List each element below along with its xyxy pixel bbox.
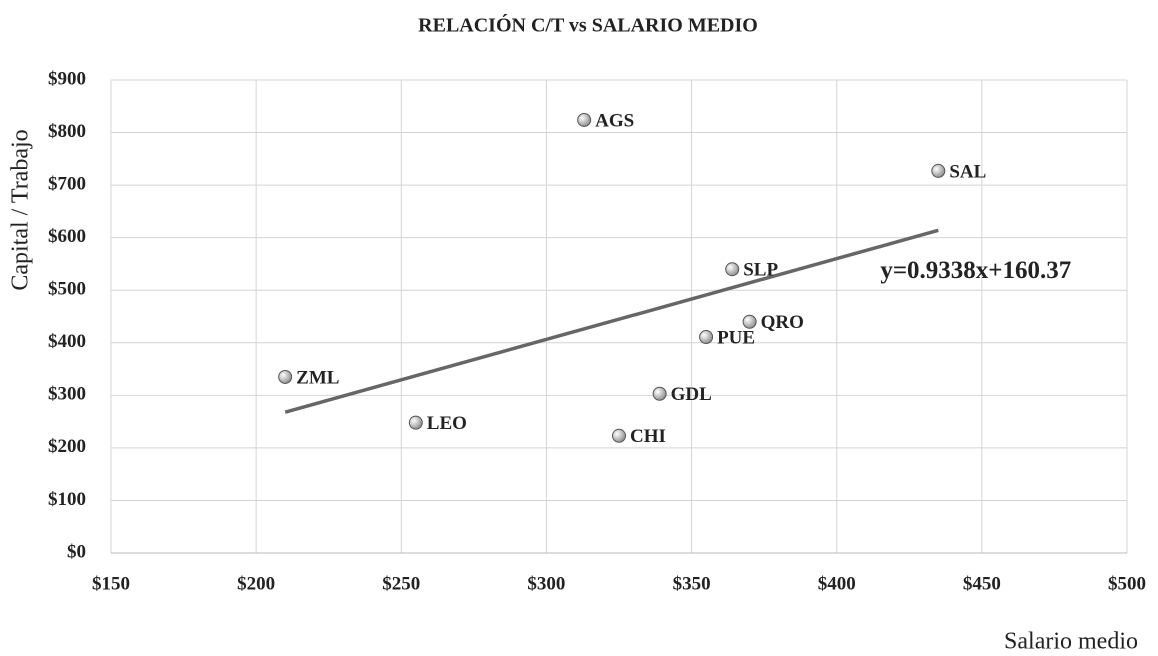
y-tick-label: $800 (48, 121, 86, 142)
point-label: PUE (717, 327, 755, 348)
y-tick-label: $600 (48, 226, 86, 247)
point (742, 314, 757, 329)
x-tick-label: $250 (382, 573, 420, 594)
y-tick-label: $400 (48, 331, 86, 352)
x-tick-label: $500 (1108, 573, 1146, 594)
y-tick-label: $200 (48, 436, 86, 457)
point-label: GDL (671, 384, 712, 405)
x-tick-label: $400 (818, 573, 856, 594)
x-axis-title: Salario medio (1004, 629, 1138, 655)
point-label: SLP (743, 260, 778, 281)
point (725, 262, 740, 277)
point-label: AGS (595, 110, 634, 131)
x-tick-label: $150 (92, 573, 130, 594)
x-tick-label: $300 (527, 573, 565, 594)
point (699, 329, 714, 344)
y-tick-label: $500 (48, 279, 86, 300)
y-tick-label: $300 (48, 384, 86, 405)
y-tick-label: $700 (48, 173, 86, 194)
y-tick-label: $100 (48, 489, 86, 510)
trendline (284, 228, 939, 414)
x-tick-label: $350 (673, 573, 711, 594)
point-label: SAL (949, 161, 986, 182)
point-label: QRO (761, 312, 804, 333)
x-tick-label: $200 (237, 573, 275, 594)
x-tick-label: $450 (963, 573, 1001, 594)
point (278, 369, 293, 384)
point (408, 415, 423, 430)
point (577, 112, 592, 127)
point (652, 386, 667, 401)
trendline-label: y=0.9338x+160.37 (880, 257, 1071, 284)
y-tick-label: $900 (48, 68, 86, 89)
y-tick-label: $0 (67, 541, 86, 562)
y-axis-title: Capital / Trabajo (8, 129, 34, 290)
chart-title: RELACIÓN C/T vs SALARIO MEDIO (418, 13, 758, 37)
point (931, 163, 946, 178)
point-label: LEO (427, 413, 467, 434)
point (612, 428, 626, 443)
point-label: CHI (630, 426, 666, 447)
point-label: ZML (296, 367, 339, 388)
